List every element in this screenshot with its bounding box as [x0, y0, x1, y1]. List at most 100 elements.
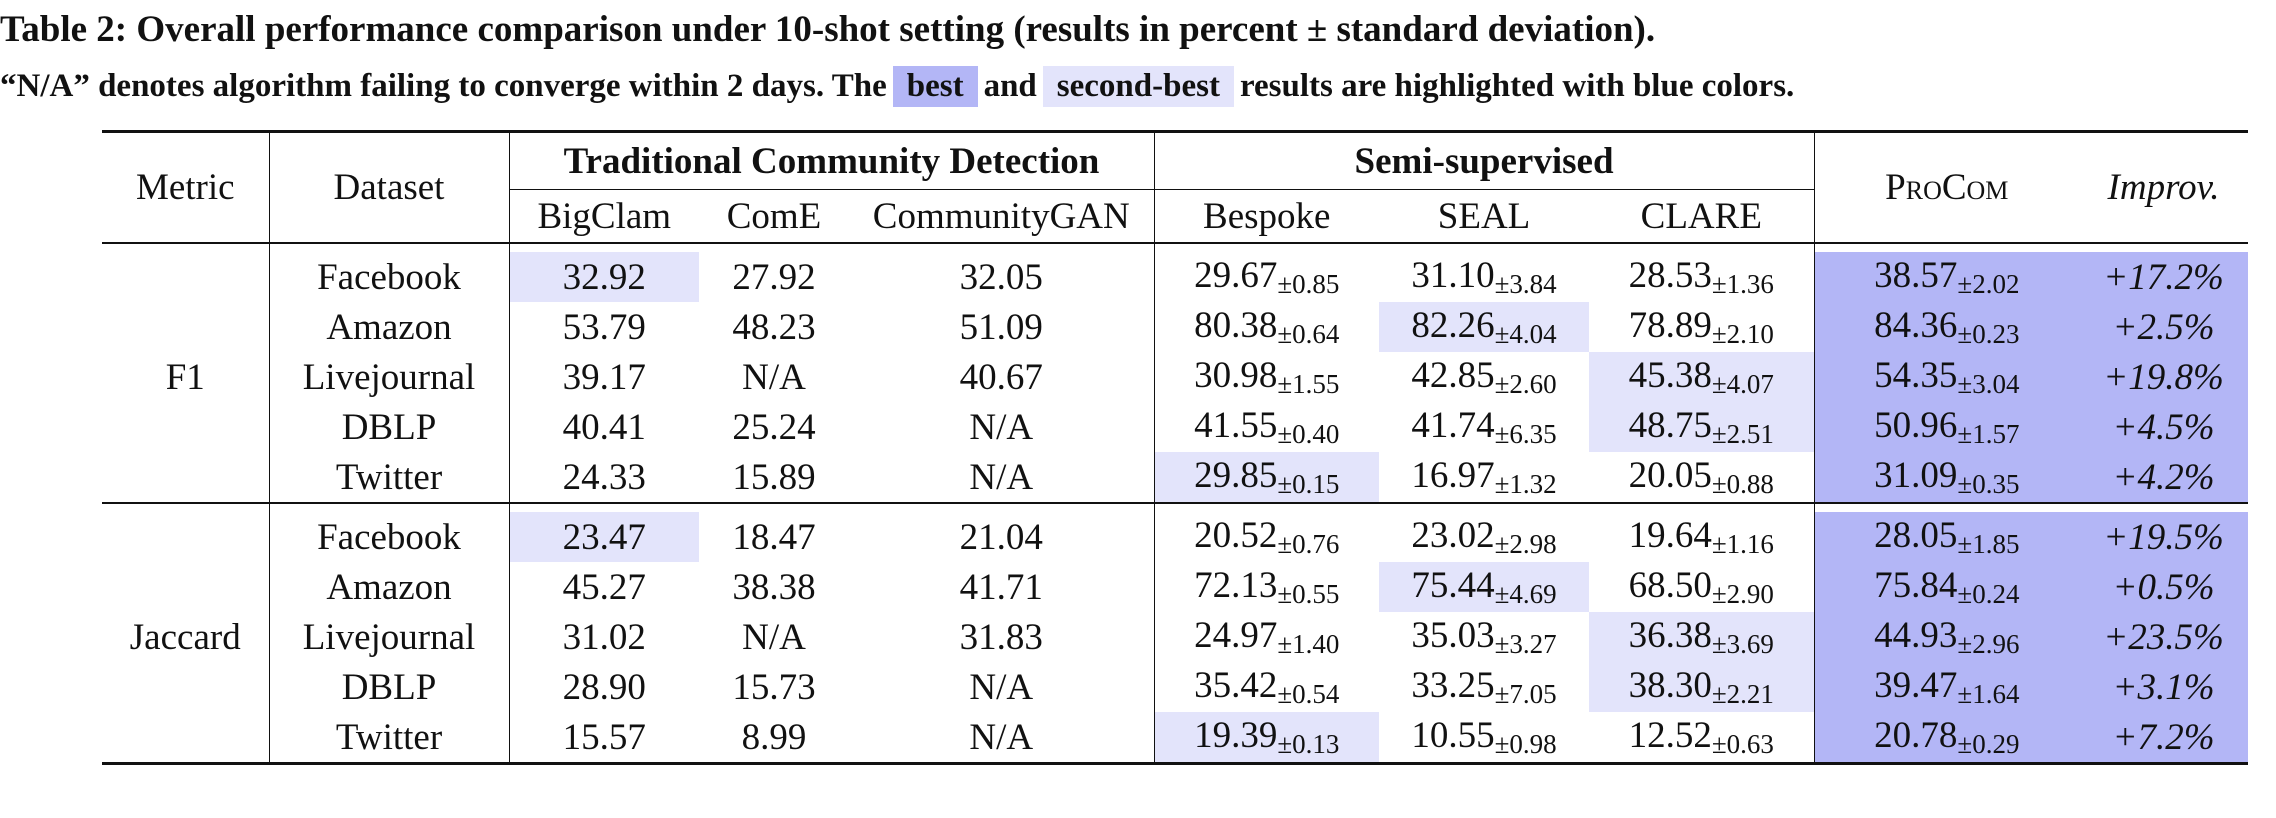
header-row-methods: BigClam ComE CommunityGAN Bespoke SEAL C…	[102, 189, 2248, 243]
table-cell: 31.09±0.35	[1814, 452, 2080, 503]
cell-value: 53.79	[562, 306, 646, 348]
table-cell: 24.33	[509, 452, 699, 503]
cell-std: ±1.16	[1711, 529, 1774, 559]
cell-value: 42.85	[1411, 355, 1495, 396]
table-cell: 38.38	[699, 562, 849, 612]
cell-value: 16.97	[1411, 455, 1495, 496]
table-cell: 28.05±1.85	[1814, 512, 2080, 562]
section-spacer	[102, 242, 2249, 252]
cell-std: ±0.15	[1277, 469, 1340, 499]
cell-std: ±0.23	[1957, 319, 2020, 349]
cell-value: 10.55	[1411, 715, 1495, 756]
cell-std: ±1.64	[1957, 679, 2020, 709]
cell-value: 78.89	[1628, 305, 1712, 346]
dataset-name: DBLP	[269, 662, 510, 712]
cell-value: N/A	[742, 616, 806, 658]
improvement-value: +3.1%	[2079, 662, 2249, 712]
cell-value: 38.57	[1874, 255, 1958, 296]
cell-value: 48.23	[732, 306, 816, 348]
dataset-name: Facebook	[269, 252, 510, 302]
cell-std: ±6.35	[1494, 419, 1557, 449]
cell-std: ±0.88	[1711, 469, 1774, 499]
table-row: F1 Facebook 32.92 27.92 32.05 29.67±0.85 31.10…	[102, 252, 2249, 503]
cell-value: 72.13	[1194, 565, 1278, 606]
improvement-value: +4.5%	[2079, 402, 2249, 452]
cell-value: 31.10	[1411, 255, 1495, 296]
cell-std: ±1.36	[1711, 269, 1774, 299]
table-cell: 12.52±0.63	[1589, 712, 1815, 765]
cell-std: ±0.63	[1711, 729, 1774, 759]
table-cell: 29.67±0.85	[1154, 252, 1379, 302]
header-row-groups: Metric Dataset Traditional Community Det…	[102, 130, 2249, 243]
cell-std: ±0.29	[1957, 729, 2020, 759]
cell-value: N/A	[969, 666, 1034, 708]
table-cell: 33.25±7.05	[1379, 662, 1589, 712]
cell-value: 23.47	[562, 516, 646, 558]
cell-value: 41.74	[1411, 405, 1495, 446]
cell-value: 38.30	[1628, 665, 1712, 706]
cell-value: 24.97	[1194, 615, 1278, 656]
cell-value: N/A	[742, 356, 806, 398]
cell-value: 45.38	[1628, 355, 1712, 396]
improvement-value: +19.8%	[2079, 352, 2249, 402]
cell-std: ±2.60	[1494, 369, 1557, 399]
cell-value: N/A	[969, 456, 1034, 498]
caption-note-start: “N/A” denotes algorithm failing to conve…	[0, 68, 887, 104]
cell-value: 31.02	[562, 616, 646, 658]
table-row: Livejournal 31.02 N/A 31.83 24.97±1.40 35.03±…	[102, 612, 2249, 662]
improvement-value: +4.2%	[2079, 452, 2249, 503]
cell-value: 23.02	[1411, 515, 1495, 556]
table-cell: N/A	[699, 612, 849, 662]
cell-value: 75.44	[1411, 565, 1495, 606]
performance-table: Metric Dataset Traditional Community Det…	[102, 130, 2249, 765]
table-cell: 10.55±0.98	[1379, 712, 1590, 765]
table-row: Twitter 15.57 8.99 N/A 19.39±0.13 10.55±0.98 1…	[102, 712, 2249, 765]
table-cell: 32.92	[509, 252, 699, 302]
table-cell: 84.36±0.23	[1814, 302, 2080, 352]
table-row: Jaccard Facebook 23.47 18.47 21.04 20.52±0.76…	[102, 512, 2249, 765]
dataset-name: Twitter	[269, 712, 510, 765]
cell-std: ±0.55	[1277, 579, 1340, 609]
improvement-value: +17.2%	[2079, 252, 2249, 302]
table-row: Amazon 53.79 48.23 51.09 80.38±0.64 82.26±4.0…	[102, 302, 2249, 352]
cell-value: 20.52	[1194, 515, 1278, 556]
table-cell: 45.27	[509, 562, 699, 612]
cell-value: N/A	[969, 716, 1034, 758]
header-metric: Metric	[102, 130, 270, 243]
table-cell: 15.89	[699, 452, 849, 503]
table-cell: 53.79	[509, 302, 699, 352]
header-group-semi-supervised: Semi-supervised	[1154, 130, 1815, 190]
cell-value: 8.99	[741, 716, 807, 758]
table-cell: 30.98±1.55	[1154, 352, 1379, 402]
cell-value: 38.38	[732, 566, 816, 608]
table-cell: 29.85±0.15	[1154, 452, 1380, 503]
cell-std: ±0.24	[1957, 579, 2020, 609]
table-cell: 78.89±2.10	[1589, 302, 1815, 352]
dataset-name: Facebook	[269, 512, 510, 562]
table-cell: 23.47	[509, 512, 699, 562]
table-row: Twitter 24.33 15.89 N/A 29.85±0.15 16.97±1.32…	[102, 452, 2249, 503]
cell-value: N/A	[969, 406, 1034, 448]
table-cell: 40.41	[509, 402, 699, 452]
cell-value: 24.33	[562, 456, 646, 498]
cell-value: 80.38	[1194, 305, 1278, 346]
cell-std: ±1.85	[1957, 529, 2020, 559]
cell-value: 28.90	[562, 666, 646, 708]
table-row: DBLP 28.90 15.73 N/A 35.42±0.54 33.25±7.05 38.…	[102, 662, 2249, 712]
table-caption-title: Table 2: Overall performance comparison …	[0, 9, 1656, 50]
cell-value: 33.25	[1411, 665, 1495, 706]
dataset-name: Amazon	[269, 302, 510, 352]
metric-label: Jaccard	[102, 512, 270, 765]
cell-value: 35.03	[1411, 615, 1495, 656]
cell-std: ±2.98	[1494, 529, 1557, 559]
cell-value: 32.92	[562, 256, 646, 298]
table-row: Livejournal 39.17 N/A 40.67 30.98±1.55 42.85±…	[102, 352, 2249, 402]
cell-std: ±1.57	[1957, 419, 2020, 449]
cell-value: 84.36	[1874, 305, 1958, 346]
table-cell: 40.67	[849, 352, 1155, 402]
table-cell: N/A	[849, 402, 1155, 452]
header-dataset: Dataset	[269, 130, 510, 243]
cell-value: 20.05	[1628, 455, 1712, 496]
table-cell: 32.05	[849, 252, 1155, 302]
table-cell: 68.50±2.90	[1589, 562, 1815, 612]
